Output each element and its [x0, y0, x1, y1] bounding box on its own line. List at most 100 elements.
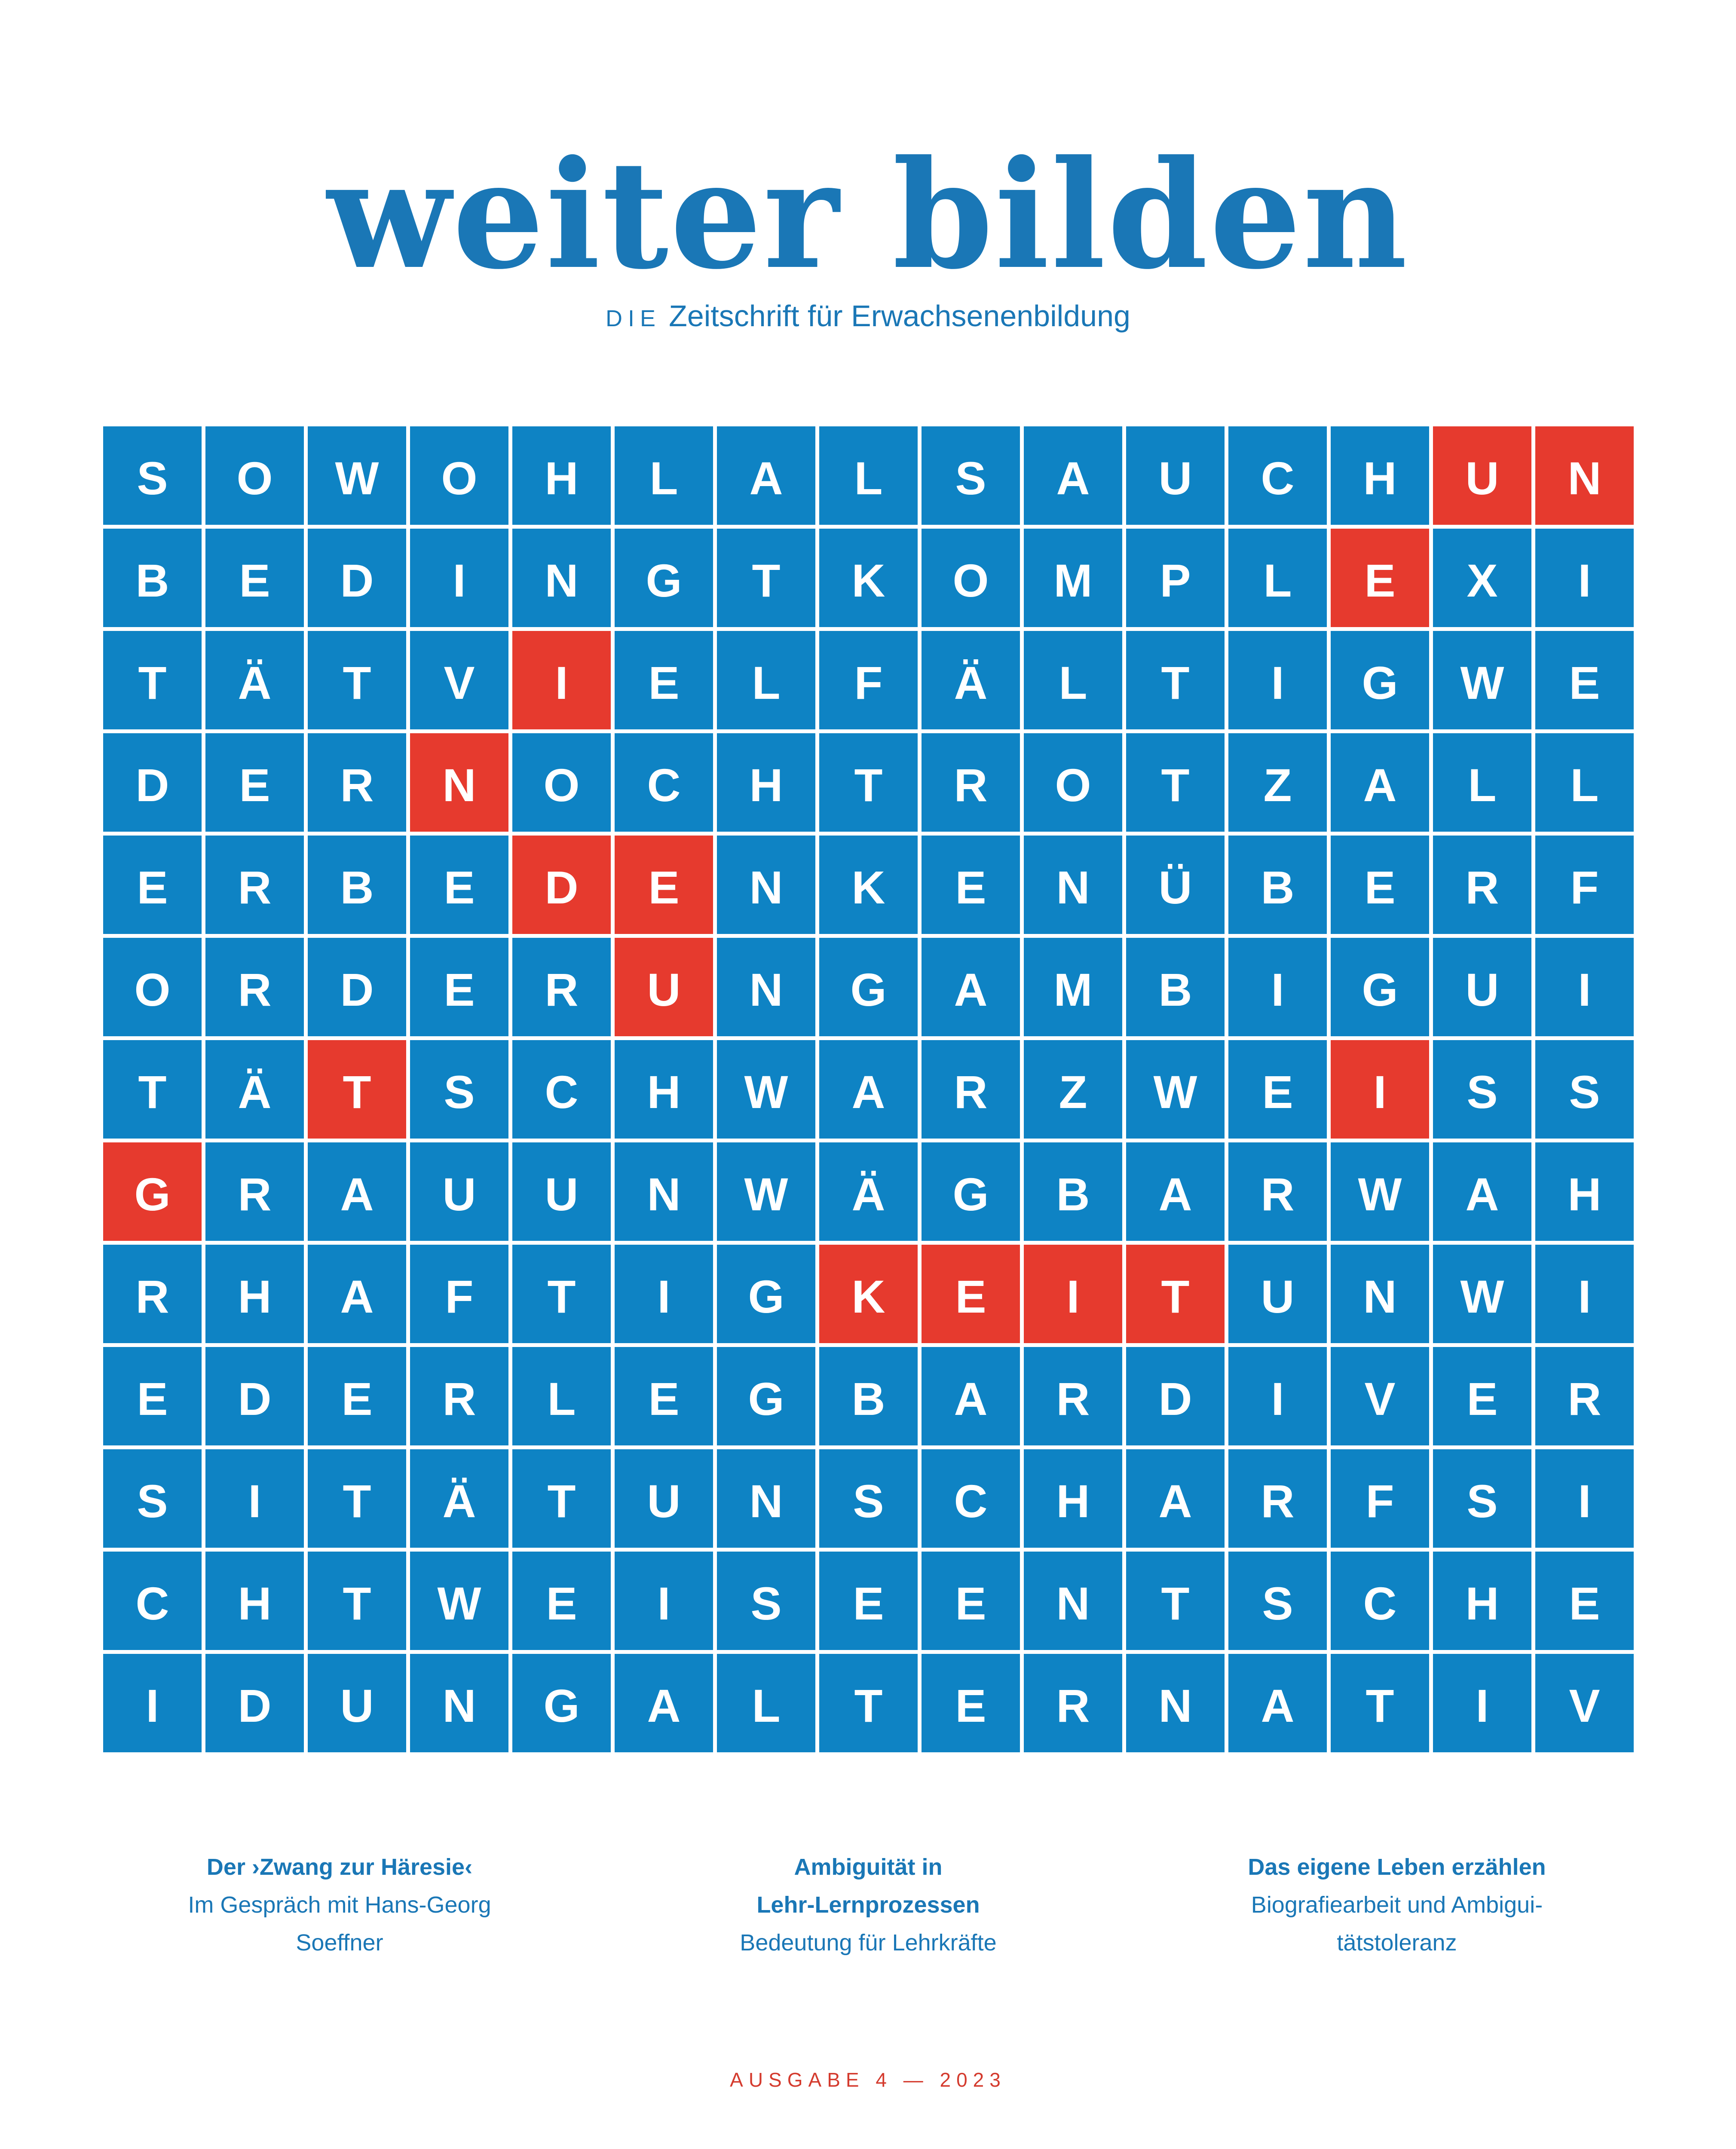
teaser-body-line: Soeffner — [296, 1930, 383, 1956]
grid-cell-highlighted: I — [1331, 1040, 1429, 1139]
teaser-title: Lehr-Lernprozessen — [756, 1892, 980, 1918]
grid-cell: Z — [1228, 733, 1327, 832]
grid-cell-highlighted: D — [512, 836, 611, 934]
grid-cell: E — [103, 836, 202, 934]
grid-cell: C — [1331, 1552, 1429, 1650]
grid-cell-highlighted: E — [615, 836, 713, 934]
grid-cell: S — [717, 1552, 815, 1650]
grid-cell: G — [615, 529, 713, 627]
grid-cell: E — [1433, 1347, 1531, 1445]
grid-cell: R — [1024, 1347, 1122, 1445]
grid-cell: U — [1126, 426, 1225, 525]
grid-cell: E — [1331, 836, 1429, 934]
teaser-lehr-lernprozesse: Ambiguität in Lehr-Lernprozessen Bedeutu… — [628, 1848, 1109, 1962]
grid-cell: C — [615, 733, 713, 832]
magazine-title: weiter bilden — [0, 141, 1736, 289]
grid-cell: E — [205, 733, 304, 832]
grid-cell: O — [205, 426, 304, 525]
grid-cell: S — [819, 1449, 918, 1548]
grid-cell: H — [1331, 426, 1429, 525]
grid-cell: Ä — [922, 631, 1020, 729]
grid-cell: H — [1535, 1142, 1634, 1241]
grid-cell: A — [1433, 1142, 1531, 1241]
grid-cell: R — [1535, 1347, 1634, 1445]
grid-cell: G — [1331, 631, 1429, 729]
grid-cell: I — [1228, 938, 1327, 1036]
grid-cell: R — [512, 938, 611, 1036]
grid-cell: E — [410, 938, 508, 1036]
grid-cell: S — [1228, 1552, 1327, 1650]
grid-cell: W — [717, 1040, 815, 1139]
grid-cell: V — [1535, 1654, 1634, 1752]
grid-cell-highlighted: E — [922, 1245, 1020, 1343]
grid-cell: B — [1126, 938, 1225, 1036]
grid-cell: A — [1126, 1449, 1225, 1548]
grid-cell: R — [922, 733, 1020, 832]
grid-cell: E — [1228, 1040, 1327, 1139]
grid-cell: R — [1433, 836, 1531, 934]
grid-cell: L — [819, 426, 918, 525]
grid-cell: E — [103, 1347, 202, 1445]
grid-cell: E — [410, 836, 508, 934]
grid-cell: A — [1331, 733, 1429, 832]
grid-cell: N — [1024, 836, 1122, 934]
grid-cell: D — [308, 529, 406, 627]
grid-cell: V — [1331, 1347, 1429, 1445]
grid-cell: L — [512, 1347, 611, 1445]
grid-cell: G — [1331, 938, 1429, 1036]
grid-cell: X — [1433, 529, 1531, 627]
grid-cell: W — [308, 426, 406, 525]
grid-cell: R — [410, 1347, 508, 1445]
grid-cell: N — [410, 1654, 508, 1752]
teaser-title: Der ›Zwang zur Häresie‹ — [206, 1854, 473, 1880]
grid-cell: U — [308, 1654, 406, 1752]
grid-cell: K — [819, 529, 918, 627]
grid-cell: C — [512, 1040, 611, 1139]
grid-cell: E — [922, 1654, 1020, 1752]
grid-cell: S — [1433, 1040, 1531, 1139]
grid-cell: A — [1024, 426, 1122, 525]
grid-cell: O — [410, 426, 508, 525]
grid-cell: U — [512, 1142, 611, 1241]
grid-cell: D — [205, 1654, 304, 1752]
teaser-title: Das eigene Leben erzählen — [1248, 1854, 1546, 1880]
issue-footer: AUSGABE 4 — 2023 — [0, 2070, 1736, 2090]
grid-cell: E — [1535, 1552, 1634, 1650]
grid-cell: T — [308, 1552, 406, 1650]
grid-cell: A — [922, 1347, 1020, 1445]
grid-cell: L — [1024, 631, 1122, 729]
grid-cell: U — [1433, 938, 1531, 1036]
grid-cell: T — [512, 1245, 611, 1343]
grid-cell-highlighted: N — [1535, 426, 1634, 525]
grid-cell: R — [1228, 1449, 1327, 1548]
grid-cell: T — [512, 1449, 611, 1548]
grid-cell: R — [205, 938, 304, 1036]
grid-cell: A — [308, 1245, 406, 1343]
grid-cell: N — [512, 529, 611, 627]
grid-cell: I — [410, 529, 508, 627]
grid-cell: I — [1228, 1347, 1327, 1445]
grid-cell: H — [512, 426, 611, 525]
grid-cell: N — [717, 1449, 815, 1548]
magazine-title-text: weiter bilden — [327, 128, 1409, 302]
grid-cell: B — [819, 1347, 918, 1445]
teaser-body-line: tätstoleranz — [1337, 1930, 1457, 1956]
grid-cell: Ä — [205, 1040, 304, 1139]
grid-cell: F — [410, 1245, 508, 1343]
grid-cell: N — [1024, 1552, 1122, 1650]
grid-cell-highlighted: I — [512, 631, 611, 729]
teaser-title: Ambiguität in — [794, 1854, 943, 1880]
grid-cell: I — [1535, 1449, 1634, 1548]
grid-cell: L — [615, 426, 713, 525]
grid-cell: G — [819, 938, 918, 1036]
grid-cell: R — [1228, 1142, 1327, 1241]
grid-cell: O — [1024, 733, 1122, 832]
grid-cell: H — [615, 1040, 713, 1139]
grid-cell: T — [308, 631, 406, 729]
grid-cell: E — [615, 631, 713, 729]
grid-cell: A — [819, 1040, 918, 1139]
grid-cell: M — [1024, 938, 1122, 1036]
teaser-body-line: Bedeutung für Lehrkräfte — [740, 1930, 997, 1956]
grid-cell: I — [1535, 529, 1634, 627]
